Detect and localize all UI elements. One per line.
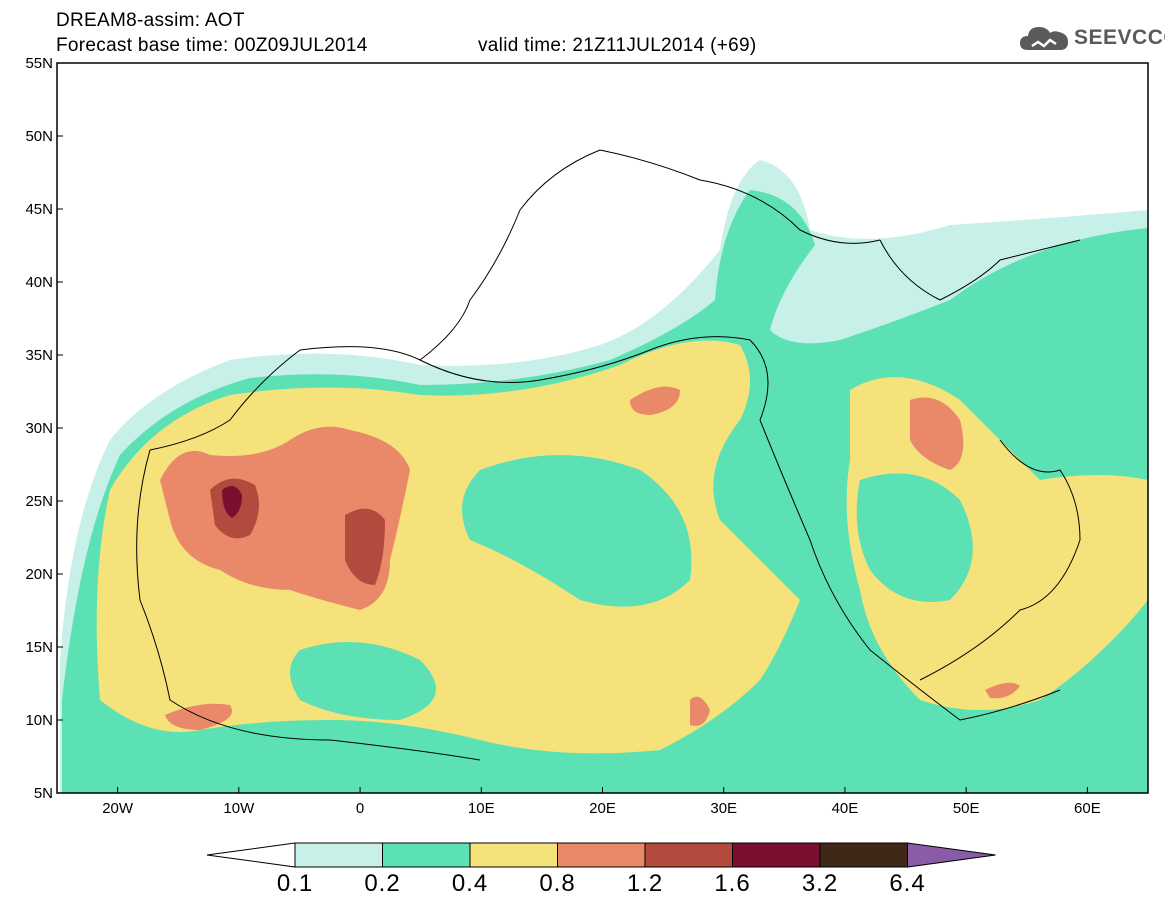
lat-tick-label: 15N [25, 639, 53, 656]
contour-0.8-sudan [690, 696, 710, 726]
lat-tick-label: 25N [25, 493, 53, 510]
latitude-ticks: 55N 50N 45N 40N 35N 30N 25N 20N 15N 10N 5N [25, 55, 63, 802]
contour-0.8-east [985, 682, 1020, 699]
colorbar-swatch [294, 842, 383, 868]
colorbar-label: 0.1 [276, 870, 314, 897]
lat-tick-label: 40N [25, 274, 53, 291]
contour-0.4 [96, 340, 800, 754]
colorbar-label: 6.4 [889, 870, 926, 897]
colorbar-label: 1.6 [714, 870, 751, 897]
lat-tick-label: 20N [25, 566, 53, 583]
forecast-base-time: Forecast base time: 00Z09JUL2014 [56, 35, 368, 56]
contour-0.2-island [290, 642, 436, 720]
contour-1.2 [345, 508, 385, 585]
colorbar-label: 3.2 [801, 870, 839, 897]
contour-1.6 [222, 486, 242, 518]
lat-tick-label: 5N [34, 785, 53, 802]
seevccc-logo: SEEVCCC [1018, 20, 1165, 60]
lon-tick-label: 30E [710, 800, 737, 817]
aot-contours [60, 160, 1148, 793]
colorbar-label: 0.2 [364, 870, 401, 897]
contour-0.8-egypt [630, 386, 680, 415]
lon-tick-label: 50E [953, 800, 980, 817]
logo-text: SEEVCCC [1074, 26, 1165, 49]
chart-title-line1: DREAM8-assim: AOT [56, 10, 245, 31]
lon-tick-label: 20E [589, 800, 616, 817]
lat-tick-label: 10N [25, 712, 53, 729]
colorbar-swatch [382, 842, 471, 868]
valid-time: valid time: 21Z11JUL2014 (+69) [478, 35, 757, 56]
contour-0.2-island [856, 473, 973, 602]
colorbar-label: 0.4 [451, 870, 489, 897]
longitude-ticks: 20W 10W 0 10E 20E 30E 40E 50E 60E [102, 787, 1101, 817]
lat-tick-label: 55N [25, 55, 53, 72]
colorbar-swatch [644, 842, 733, 868]
lon-tick-label: 0 [356, 800, 364, 817]
colorbar-label: 1.2 [626, 870, 664, 897]
colorbar-swatch [557, 842, 646, 868]
colorbar [206, 842, 996, 868]
contour-0.4-arabia [846, 377, 1148, 710]
lon-tick-label: 20W [102, 800, 134, 817]
lat-tick-label: 50N [25, 128, 53, 145]
lon-tick-label: 10W [223, 800, 255, 817]
colorbar-under-triangle [206, 842, 296, 868]
lat-tick-label: 45N [25, 201, 53, 218]
coastlines [136, 149, 1081, 761]
colorbar-swatch [819, 842, 908, 868]
lon-tick-label: 10E [468, 800, 495, 817]
colorbar-over-triangle [907, 842, 996, 868]
colorbar-label: 0.8 [539, 870, 576, 897]
lat-tick-label: 30N [25, 420, 53, 437]
lon-tick-label: 60E [1074, 800, 1101, 817]
lat-tick-label: 35N [25, 347, 53, 364]
contour-0.2-island [462, 455, 692, 607]
colorbar-swatch [732, 842, 821, 868]
contour-0.8-iraq [910, 397, 964, 470]
cloud-icon [1020, 27, 1068, 50]
contour-0.8-west [165, 703, 232, 730]
lon-tick-label: 40E [832, 800, 859, 817]
colorbar-swatch [469, 842, 558, 868]
